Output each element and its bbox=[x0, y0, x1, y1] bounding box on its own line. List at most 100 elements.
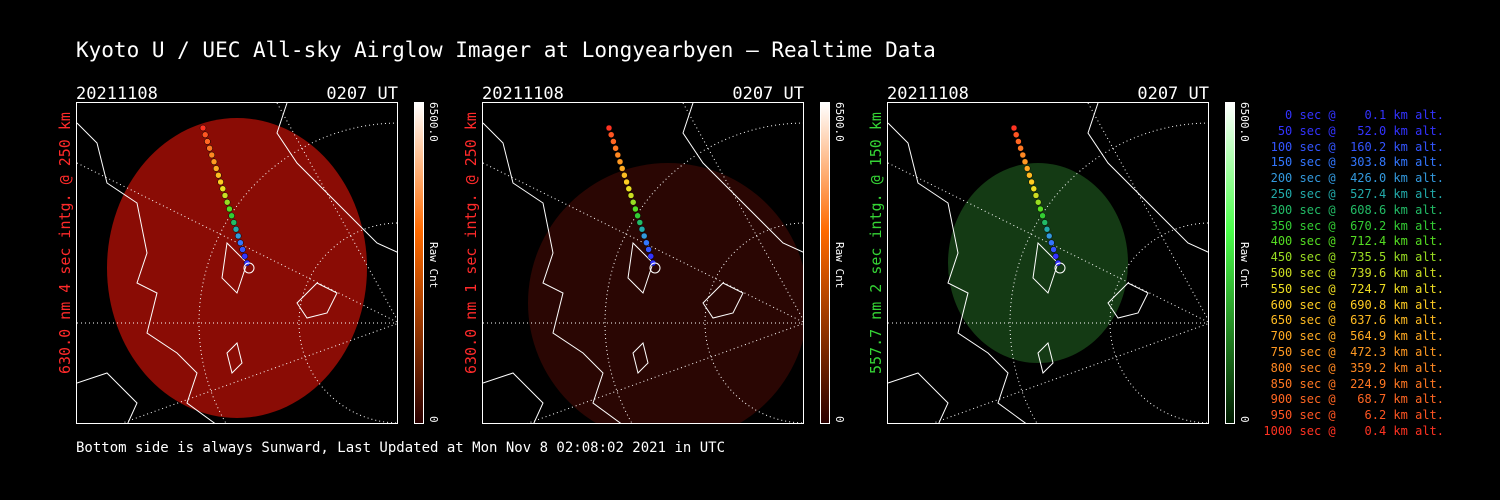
trajectory-point bbox=[239, 246, 246, 253]
trajectory-point bbox=[204, 138, 211, 145]
legend-row: 750 sec @ 472.3 km alt. bbox=[1263, 344, 1444, 359]
panel-time: 0207 UT bbox=[1137, 84, 1209, 104]
legend-row: 50 sec @ 52.0 km alt. bbox=[1263, 123, 1444, 138]
airglow-region bbox=[107, 118, 367, 418]
trajectory-point bbox=[625, 185, 633, 192]
trajectory-time-altitude-legend: 0 sec @ 0.1 km alt. 50 sec @ 52.0 km alt… bbox=[1262, 108, 1444, 440]
colorbar bbox=[1225, 102, 1235, 424]
imager-panel-3: 20211108 0207 UT 557.7 nm 2 sec intg. @ … bbox=[863, 84, 1283, 434]
trajectory-point bbox=[643, 239, 650, 246]
trajectory-point bbox=[645, 246, 652, 253]
legend-row: 450 sec @ 735.5 km alt. bbox=[1263, 250, 1444, 265]
trajectory-point bbox=[217, 178, 224, 186]
trajectory-point bbox=[241, 253, 249, 260]
station-marker bbox=[649, 262, 661, 274]
legend-row: 550 sec @ 724.7 km alt. bbox=[1263, 281, 1444, 296]
trajectory-point bbox=[232, 226, 240, 233]
allsky-map bbox=[77, 103, 397, 423]
colorbar-unit-label: Raw Cnt bbox=[427, 242, 440, 289]
legend-row: 700 sec @ 564.9 km alt. bbox=[1263, 329, 1444, 344]
lat-lon-grid bbox=[483, 103, 803, 423]
trajectory-point bbox=[623, 178, 630, 186]
trajectory-point bbox=[234, 232, 242, 240]
coastline bbox=[888, 103, 1208, 423]
coastline bbox=[77, 103, 397, 423]
legend-row: 150 sec @ 303.8 km alt. bbox=[1263, 155, 1444, 170]
trajectory-point bbox=[228, 212, 235, 219]
legend-row: 100 sec @ 160.2 km alt. bbox=[1263, 139, 1444, 154]
trajectory-point bbox=[1034, 199, 1042, 206]
trajectory-point bbox=[627, 192, 635, 199]
colorbar bbox=[414, 102, 424, 424]
colorbar-min-label: 0 bbox=[427, 416, 440, 423]
legend-row: 650 sec @ 637.6 km alt. bbox=[1263, 313, 1444, 328]
imager-panel-2: 20211108 0207 UT 630.0 nm 1 sec intg. @ … bbox=[458, 84, 878, 434]
trajectory-point bbox=[206, 145, 213, 152]
colorbar-min-label: 0 bbox=[833, 416, 846, 423]
trajectory-point bbox=[640, 232, 648, 240]
trajectory-point bbox=[1023, 165, 1031, 172]
station-marker bbox=[243, 262, 255, 274]
trajectory-point bbox=[1037, 205, 1044, 213]
trajectory-point bbox=[1052, 253, 1060, 260]
trajectory-point bbox=[1021, 158, 1029, 165]
panel-date: 20211108 bbox=[482, 84, 564, 104]
trajectory-point bbox=[638, 226, 646, 233]
trajectory-point bbox=[1039, 212, 1046, 219]
trajectory-point bbox=[616, 158, 624, 165]
station-marker bbox=[1054, 262, 1066, 274]
trajectory-point bbox=[607, 131, 615, 138]
trajectory-point bbox=[201, 131, 209, 138]
footer-note: Bottom side is always Sunward, Last Upda… bbox=[76, 440, 726, 456]
trajectory-point bbox=[605, 124, 613, 132]
legend-row: 500 sec @ 739.6 km alt. bbox=[1263, 265, 1444, 280]
lat-lon-grid bbox=[77, 103, 397, 423]
trajectory-point bbox=[621, 172, 628, 179]
trajectory-point bbox=[199, 124, 207, 132]
legend-row: 350 sec @ 670.2 km alt. bbox=[1263, 218, 1444, 233]
colorbar-unit-label: Raw Cnt bbox=[1238, 242, 1251, 289]
trajectory-point bbox=[223, 199, 231, 206]
colorbar-max-label: 6500.0 bbox=[427, 102, 440, 142]
page-title: Kyoto U / UEC All-sky Airglow Imager at … bbox=[76, 38, 936, 62]
legend-row: 900 sec @ 68.7 km alt. bbox=[1263, 392, 1444, 407]
trajectory-point bbox=[634, 212, 641, 219]
trajectory-point bbox=[1048, 239, 1055, 246]
panel-date: 20211108 bbox=[887, 84, 969, 104]
legend-row: 600 sec @ 690.8 km alt. bbox=[1263, 297, 1444, 312]
imager-panel-1: 20211108 0207 UT 630.0 nm 4 sec intg. @ … bbox=[52, 84, 472, 434]
trajectory-point bbox=[1028, 178, 1035, 186]
trajectory-point bbox=[612, 145, 619, 152]
trajectory-point bbox=[219, 185, 227, 192]
trajectory-point bbox=[237, 239, 244, 246]
trajectory-point bbox=[212, 165, 220, 172]
trajectory-point bbox=[1026, 172, 1033, 179]
panel-time: 0207 UT bbox=[326, 84, 398, 104]
trajectory-point bbox=[647, 253, 655, 260]
trajectory-point bbox=[614, 151, 622, 159]
trajectory-point bbox=[632, 205, 639, 213]
airglow-region bbox=[528, 163, 803, 423]
panel-time: 0207 UT bbox=[732, 84, 804, 104]
colorbar-max-label: 6500.0 bbox=[1238, 102, 1251, 142]
trajectory-point bbox=[215, 172, 222, 179]
colorbar-min-label: 0 bbox=[1238, 416, 1251, 423]
allsky-image bbox=[482, 102, 804, 424]
legend-row: 850 sec @ 224.9 km alt. bbox=[1263, 376, 1444, 391]
panel-wavelength-label: 630.0 nm 1 sec intg. @ 250 km bbox=[462, 112, 480, 374]
trajectory-point bbox=[629, 199, 637, 206]
trajectory-point bbox=[1012, 131, 1020, 138]
airglow-region bbox=[948, 163, 1128, 363]
trajectory-point bbox=[1045, 232, 1053, 240]
panel-date: 20211108 bbox=[76, 84, 158, 104]
trajectory-point bbox=[1019, 151, 1027, 159]
panel-wavelength-label: 557.7 nm 2 sec intg. @ 150 km bbox=[867, 112, 885, 374]
trajectory-point bbox=[618, 165, 626, 172]
legend-row: 800 sec @ 359.2 km alt. bbox=[1263, 360, 1444, 375]
trajectory-point bbox=[1010, 124, 1018, 132]
legend-row: 300 sec @ 608.6 km alt. bbox=[1263, 202, 1444, 217]
coastline bbox=[483, 103, 803, 423]
panel-wavelength-label: 630.0 nm 4 sec intg. @ 250 km bbox=[56, 112, 74, 374]
trajectory-point bbox=[230, 219, 238, 226]
lat-lon-grid bbox=[888, 103, 1208, 423]
